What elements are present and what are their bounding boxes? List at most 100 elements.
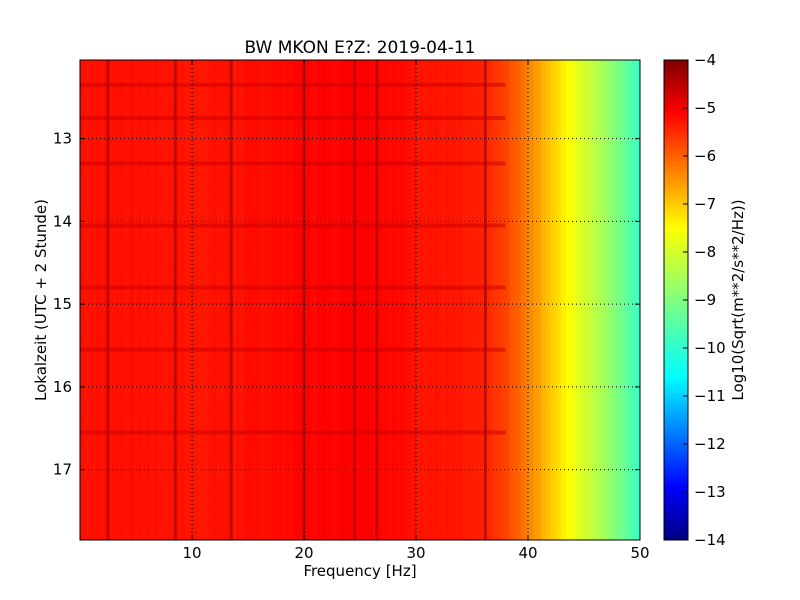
heatmap-column [420, 60, 424, 540]
heatmap-column [492, 60, 495, 540]
heatmap-column [624, 60, 628, 540]
heatmap-column [192, 60, 195, 540]
heatmap-column [402, 60, 406, 540]
heatmap-column [559, 60, 563, 540]
heatmap-band [80, 430, 506, 435]
heatmap-column [552, 60, 556, 540]
heatmap-column [398, 60, 401, 540]
heatmap-column [236, 60, 240, 540]
heatmap-column [250, 60, 254, 540]
heatmap-bands [80, 82, 506, 435]
heatmap-column [377, 60, 381, 540]
heatmap-column [404, 60, 408, 540]
heatmap-column [183, 60, 186, 540]
heatmap-column [516, 60, 520, 540]
heatmap-columns [80, 60, 640, 540]
heatmap-column [416, 60, 419, 540]
x-axis: 10 20 30 40 50 [182, 60, 650, 562]
heatmap-column [136, 60, 139, 540]
heatmap-column [151, 60, 155, 540]
heatmap-column [319, 60, 323, 540]
heatmap-column [200, 60, 204, 540]
heatmap-column [144, 60, 148, 540]
heatmap-column [519, 60, 522, 540]
heatmap-column [281, 60, 285, 540]
heatmap-column [528, 60, 531, 540]
heatmap-column [561, 60, 565, 540]
heatmap-column [140, 60, 144, 540]
heatmap-column [337, 60, 341, 540]
heatmap-column [530, 60, 534, 540]
heatmap-column [122, 60, 126, 540]
heatmap-column [572, 60, 576, 540]
heatmap-column [539, 60, 543, 540]
heatmap-column [149, 60, 153, 540]
heatmap-column [295, 60, 298, 540]
heatmap-column [113, 60, 117, 540]
heatmap-column [227, 60, 231, 540]
heatmap-column [279, 60, 283, 540]
heatmap-column [489, 60, 493, 540]
heatmap-column [156, 60, 159, 540]
heatmap-column [203, 60, 207, 540]
heatmap-column [346, 60, 350, 540]
heatmap-column [189, 60, 193, 540]
heatmap-column [440, 60, 444, 540]
heatmap-column [575, 60, 578, 540]
x-tick-label: 20 [294, 544, 313, 562]
heatmap-column [438, 60, 442, 540]
heatmap-column [389, 60, 392, 540]
heatmap-column [633, 60, 637, 540]
colorbar-tick-label: −12 [694, 435, 726, 453]
heatmap-column [588, 60, 592, 540]
colorbar-tick-label: −8 [694, 243, 716, 261]
heatmap-column [109, 60, 112, 540]
heatmap-column [330, 60, 334, 540]
heatmap-column [467, 60, 471, 540]
colorbar-label: Log10(Sqrt(m**2/s**2/Hz)) [729, 199, 747, 400]
heatmap-column [422, 60, 426, 540]
heatmap-column [111, 60, 115, 540]
heatmap-column [272, 60, 276, 540]
heatmap-column [427, 60, 431, 540]
heatmap-column [579, 60, 583, 540]
heatmap-column [288, 60, 292, 540]
colorbar-tick-label: −10 [694, 339, 726, 357]
heatmap-column [586, 60, 590, 540]
heatmap-column [84, 60, 88, 540]
heatmap-column [386, 60, 390, 540]
heatmap-column [465, 60, 469, 540]
heatmap-column [554, 60, 558, 540]
heatmap-column [283, 60, 287, 540]
heatmap-column [212, 60, 215, 540]
heatmap-column [93, 60, 97, 540]
heatmap-column [368, 60, 372, 540]
heatmap-column [326, 60, 330, 540]
heatmap-column [577, 60, 581, 540]
heatmap-column [115, 60, 119, 540]
colorbar-tick-label: −11 [694, 387, 726, 405]
heatmap-column [180, 60, 184, 540]
heatmap-column [447, 60, 451, 540]
heatmap-column [592, 60, 596, 540]
heatmap-column [216, 60, 220, 540]
heatmap-column [637, 60, 640, 540]
heatmap-column [454, 60, 457, 540]
heatmap-column [120, 60, 124, 540]
heatmap-column [557, 60, 560, 540]
heatmap-column [366, 60, 370, 540]
heatmap-column [613, 60, 616, 540]
heatmap-column [373, 60, 377, 540]
heatmap-column [297, 60, 301, 540]
heatmap-column [382, 60, 386, 540]
heatmap-column [348, 60, 352, 540]
y-tick-label: 15 [53, 295, 72, 313]
heatmap-spectral-line [106, 60, 110, 540]
heatmap-column [581, 60, 585, 540]
heatmap-column [129, 60, 133, 540]
heatmap-column [243, 60, 247, 540]
heatmap-column [619, 60, 623, 540]
heatmap-column [252, 60, 256, 540]
heatmap-column [371, 60, 375, 540]
heatmap-column [566, 60, 569, 540]
